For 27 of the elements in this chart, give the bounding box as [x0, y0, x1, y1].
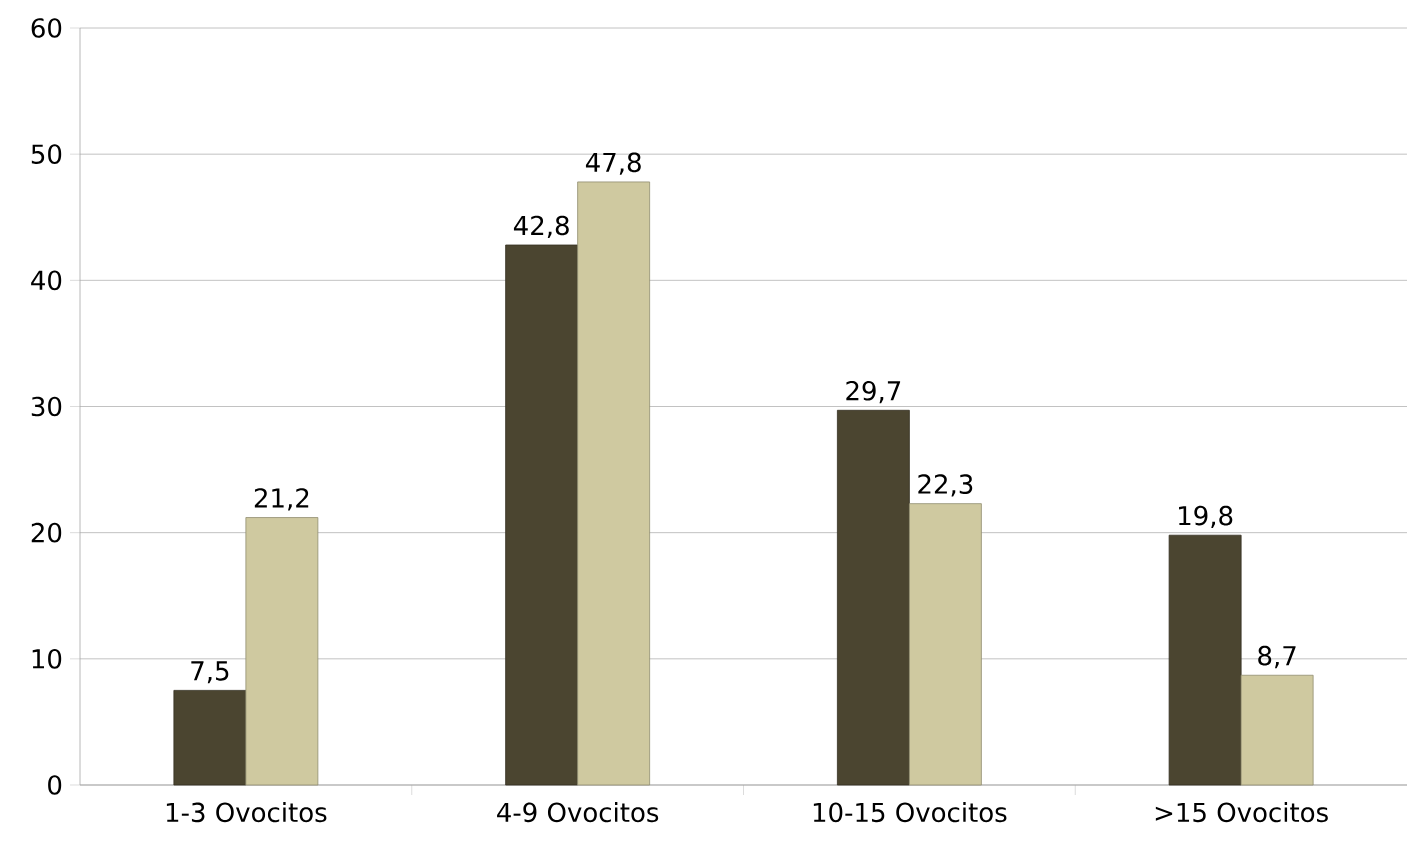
bar	[577, 181, 651, 786]
y-tick-label: 40	[31, 270, 62, 291]
data-label: 7,5	[191, 661, 229, 684]
data-label: 19,8	[1179, 505, 1233, 529]
y-tick-label: 0	[48, 775, 62, 795]
bar	[908, 503, 982, 786]
bar	[245, 517, 319, 786]
y-tick-label: 20	[31, 522, 62, 543]
y-tick-label: 30	[31, 396, 62, 417]
x-tick-label: 4-9 Ovocitos	[497, 802, 659, 823]
bar	[173, 689, 247, 786]
bar	[1240, 674, 1314, 786]
bar	[1168, 534, 1242, 786]
data-label: 8,7	[1258, 645, 1296, 669]
data-label: 21,2	[254, 488, 309, 511]
data-label: 29,7	[846, 380, 901, 404]
x-tick-label: 10-15 Ovocitos	[813, 802, 1007, 823]
y-tick-label: 10	[32, 649, 62, 669]
data-label: 42,8	[513, 215, 569, 238]
data-label: 22,3	[918, 474, 973, 497]
x-tick-label: 1-3 Ovocitos	[166, 802, 327, 823]
y-tick-label: 60	[31, 18, 62, 38]
bar	[836, 409, 910, 786]
bar	[505, 244, 579, 786]
y-tick-label: 50	[31, 144, 62, 165]
x-tick-label: >15 Ovocitos	[1155, 802, 1328, 823]
data-label: 47,8	[585, 152, 641, 175]
